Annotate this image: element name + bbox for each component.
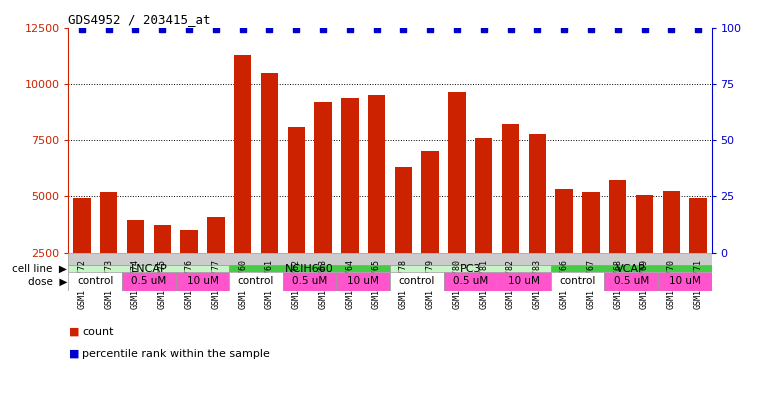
Text: ■: ■ [68,327,79,337]
Text: GSM1359766: GSM1359766 [559,259,568,309]
Bar [207,217,224,309]
Bar [444,272,497,291]
Bar [368,95,385,309]
Bar [582,192,600,309]
Bar [154,224,171,309]
Text: GSM1359770: GSM1359770 [667,259,676,309]
Bar [551,272,604,291]
Text: GDS4952 / 203415_at: GDS4952 / 203415_at [68,13,211,26]
Bar [73,198,91,309]
Text: GSM1359781: GSM1359781 [479,259,489,309]
Text: 10 uM: 10 uM [669,276,701,286]
Bar [234,55,251,309]
Text: GSM1359780: GSM1359780 [453,259,461,309]
Bar [100,192,117,309]
Text: 0.5 uM: 0.5 uM [292,276,327,286]
Text: ■: ■ [68,349,79,359]
Text: GSM1359771: GSM1359771 [693,259,702,309]
Bar [475,138,492,309]
Bar [122,272,176,291]
Text: GSM1359765: GSM1359765 [372,259,381,309]
Bar [390,265,551,272]
Text: GSM1359764: GSM1359764 [345,259,355,309]
Bar [556,189,573,309]
Bar [497,272,551,291]
Text: GSM1359762: GSM1359762 [291,259,301,309]
Text: dose  ▶: dose ▶ [27,276,67,286]
Bar [395,167,412,309]
Bar [663,191,680,309]
Text: GSM1359777: GSM1359777 [212,259,221,309]
Text: GSM1359768: GSM1359768 [613,259,622,309]
Bar [529,134,546,309]
Bar [551,265,712,272]
Bar [229,272,283,291]
Text: GSM1359769: GSM1359769 [640,259,649,309]
Text: GSM1359774: GSM1359774 [131,259,140,309]
Bar [283,272,336,291]
Text: control: control [559,276,596,286]
Text: GSM1359783: GSM1359783 [533,259,542,309]
Text: GSM1359778: GSM1359778 [399,259,408,309]
Text: GSM1359775: GSM1359775 [158,259,167,309]
Text: 10 uM: 10 uM [508,276,540,286]
Bar [689,198,707,309]
Text: 0.5 uM: 0.5 uM [453,276,488,286]
Bar [127,220,144,309]
Text: VCAP: VCAP [616,264,646,274]
Text: control: control [77,276,113,286]
Text: GSM1359763: GSM1359763 [319,259,327,309]
Bar [68,272,122,291]
Bar [658,272,712,291]
Bar [501,124,519,309]
Bar [176,272,229,291]
Text: LNCAP: LNCAP [130,264,167,274]
Bar [314,102,332,309]
Bar [261,73,279,309]
Text: 10 uM: 10 uM [347,276,379,286]
Text: 0.5 uM: 0.5 uM [131,276,167,286]
Bar [604,272,658,291]
Text: count: count [82,327,113,337]
Text: GSM1359776: GSM1359776 [185,259,193,309]
Text: PC3: PC3 [460,264,481,274]
Text: GSM1359772: GSM1359772 [78,259,87,309]
Text: GSM1359760: GSM1359760 [238,259,247,309]
Text: 10 uM: 10 uM [186,276,218,286]
Bar [336,272,390,291]
Text: 0.5 uM: 0.5 uM [613,276,649,286]
Text: control: control [238,276,274,286]
Bar [422,151,439,309]
Bar [288,127,305,309]
Text: control: control [399,276,435,286]
Bar [390,272,444,291]
Bar [341,99,358,309]
Text: NCIH660: NCIH660 [285,264,334,274]
Text: GSM1359761: GSM1359761 [265,259,274,309]
Bar [68,265,229,272]
Bar [609,180,626,309]
Text: GSM1359767: GSM1359767 [587,259,595,309]
Bar [68,253,712,265]
Text: GSM1359773: GSM1359773 [104,259,113,309]
Bar [229,265,390,272]
Bar [448,92,466,309]
Bar [180,230,198,309]
Text: GSM1359779: GSM1359779 [425,259,435,309]
Text: GSM1359782: GSM1359782 [506,259,515,309]
Text: cell line  ▶: cell line ▶ [12,264,67,274]
Bar [636,195,653,309]
Text: percentile rank within the sample: percentile rank within the sample [82,349,270,359]
